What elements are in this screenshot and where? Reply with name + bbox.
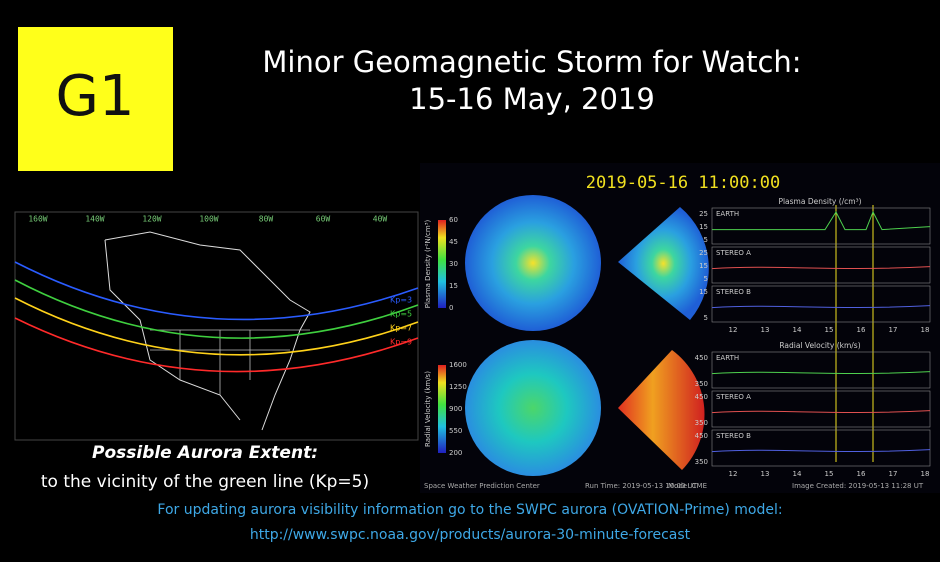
longitude-label: 40W [373,215,388,224]
longitude-label: 100W [199,215,218,224]
row-tick: 5 [704,314,708,322]
x-tick: 18 [921,470,930,478]
colorbar-tick: 900 [449,405,462,413]
row-tick: 350 [695,380,708,388]
velocity-disk [465,340,601,476]
plot-row [711,246,931,284]
kp-line [14,261,419,321]
title-line: Minor Geomagnetic Storm for Watch: [262,45,801,79]
row-name: STEREO B [716,432,751,440]
row-tick: 15 [699,223,708,231]
velocity-wedge [618,350,705,470]
colorbar-tick: 1600 [449,361,467,369]
kp-label: Kp=9 [390,338,412,347]
row-tick: 15 [699,262,708,270]
aurora-map [14,211,419,441]
longitude-label: 160W [28,215,47,224]
row-name: STEREO A [716,249,751,257]
x-tick: 16 [857,326,866,334]
row-name: EARTH [716,210,739,218]
x-tick: 18 [921,326,930,334]
row-tick: 450 [695,354,708,362]
x-tick: 15 [825,470,834,478]
kp-label: Kp=5 [390,310,412,319]
longitude-label: 60W [316,215,331,224]
density-wedge [618,207,709,320]
enlil-model: 2019-05-16 11:00:00 Plasma Density (r²N/… [420,163,940,493]
title-line: 15-16 May, 2019 [409,82,655,116]
colorbar [438,365,446,453]
plot-row [711,207,931,245]
x-tick: 17 [889,470,898,478]
plot-row [711,285,931,323]
density-disk [465,195,601,331]
colorbar-tick: 15 [449,282,458,290]
model-footer: Image Created: 2019-05-13 11:28 UT [792,482,924,490]
row-tick: 350 [695,419,708,427]
colorbar-tick: 1250 [449,383,467,391]
borders [150,329,310,395]
caption-text: to the vicinity of the green line (Kp=5) [41,472,369,492]
trace [711,449,931,453]
colorbar-tick: 45 [449,238,458,246]
x-tick: 12 [729,326,738,334]
x-tick: 12 [729,470,738,478]
longitude-label: 120W [142,215,161,224]
trace [711,305,931,309]
kp-line [14,297,419,356]
plot-title: Plasma Density (/cm³) [778,197,861,206]
row-name: STEREO B [716,288,751,296]
row-name: STEREO A [716,393,751,401]
kp-label: Kp=7 [390,324,412,333]
colorbar-tick: 60 [449,216,458,224]
plot-row [711,429,931,467]
badge-box [18,27,173,171]
colorbar-tick: 0 [449,304,453,312]
model-footer: Run Time: 2019-05-13 10:00 UT [585,482,698,490]
kp-line [14,279,419,339]
model-footer: Space Weather Prediction Center [424,482,540,490]
model-timestamp: 2019-05-16 11:00:00 [586,173,780,193]
plot-title: Radial Velocity (km/s) [779,341,860,350]
x-tick: 14 [793,326,802,334]
row-tick: 25 [699,249,708,257]
colorbar-tick: 200 [449,449,462,457]
plot-row [711,351,931,389]
colorbar-tick: 550 [449,427,462,435]
caption-heading: Possible Aurora Extent: [92,443,318,463]
x-tick: 17 [889,326,898,334]
row-tick: 350 [695,458,708,466]
longitude-label: 140W [85,215,104,224]
kp-label: Kp=3 [390,296,412,305]
plot-row [711,390,931,428]
colorbar [438,220,446,308]
colorbar-tick: 30 [449,260,458,268]
row-tick: 450 [695,432,708,440]
colorbar-label: Plasma Density (r²N/cm³) [424,219,432,308]
row-tick: 5 [704,236,708,244]
footer-url: http://www.swpc.noaa.gov/products/aurora… [250,527,691,543]
row-tick: 450 [695,393,708,401]
longitude-label: 80W [259,215,274,224]
x-tick: 13 [761,326,770,334]
colorbar-label: Radial Velocity (km/s) [424,371,432,447]
kp-line [14,317,419,373]
row-tick: 15 [699,288,708,296]
x-tick: 14 [793,470,802,478]
trace [711,371,931,375]
row-name: EARTH [716,354,739,362]
row-tick: 5 [704,275,708,283]
map-frame [14,211,419,441]
trace [712,210,931,231]
badge: G1 [55,64,134,129]
trace [711,410,931,414]
x-tick: 13 [761,470,770,478]
row-tick: 25 [699,210,708,218]
model-footer: Mode: CME [668,482,707,490]
trace [711,266,931,270]
x-tick: 16 [857,470,866,478]
footer-info: For updating aurora visibility informati… [157,502,782,518]
x-tick: 15 [825,326,834,334]
